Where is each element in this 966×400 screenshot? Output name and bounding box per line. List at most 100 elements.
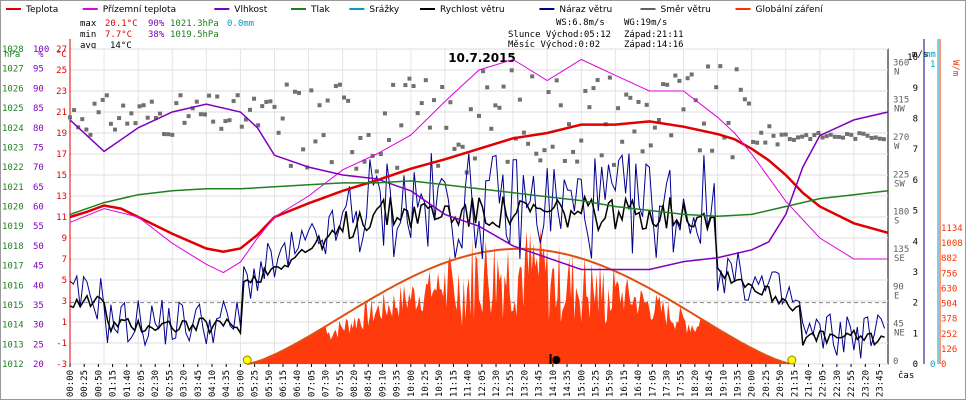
tick-hpa: 1023 [2, 143, 24, 153]
wind-direction-point [403, 83, 408, 88]
wind-direction-point [219, 126, 224, 131]
tick-time: 10:25 [421, 370, 431, 397]
wind-direction-point [460, 144, 465, 149]
wind-direction-point [877, 136, 882, 141]
wind-direction-point [395, 165, 400, 170]
wind-direction-point [399, 123, 404, 128]
wind-direction-point [791, 137, 796, 142]
tick-c: 21 [56, 108, 67, 118]
wind-direction-point [194, 99, 199, 104]
wind-direction-point [366, 132, 371, 137]
wind-direction-point [816, 130, 821, 135]
wind-direction-point [628, 95, 633, 100]
tick-time: 17:55 [677, 370, 687, 397]
tick-time: 07:55 [336, 370, 346, 397]
radiation-clearsky-curve [247, 247, 790, 365]
wind-direction-point [207, 93, 212, 98]
wind-direction-point [215, 94, 220, 99]
wind-direction-point [202, 112, 207, 117]
wind-direction-point [832, 134, 837, 139]
tick-dir-name: NE [894, 329, 905, 339]
tick-c: 23 [56, 87, 67, 97]
tick-pct: 40 [33, 281, 44, 291]
wind-direction-point [751, 139, 756, 144]
tick-wm: 504 [941, 300, 957, 310]
wind-direction-point [84, 127, 89, 132]
wind-direction-point [820, 135, 825, 140]
wind-direction-point [808, 137, 813, 142]
series-line [69, 120, 889, 253]
tick-c: 7 [62, 255, 67, 265]
wind-direction-point [456, 142, 461, 147]
wind-direction-point [501, 84, 506, 89]
wind-direction-point [276, 130, 281, 135]
wind-direction-point [301, 147, 306, 152]
wind-direction-point [211, 119, 216, 124]
tick-time: 08:20 [350, 370, 360, 397]
wind-direction-point [190, 106, 195, 111]
wind-direction-point [145, 115, 150, 120]
wind-direction-point [853, 136, 858, 141]
wind-direction-point [873, 135, 878, 140]
wind-direction-point [68, 115, 72, 120]
info-sunrise: Slunce Východ:05:12 [508, 30, 611, 40]
wind-direction-point [362, 159, 367, 164]
wind-direction-point [477, 113, 481, 118]
tick-dir: 90 [893, 282, 904, 292]
tick-time: 09:10 [378, 370, 388, 397]
axis-title-c: °C [56, 50, 67, 60]
tick-time: 15:50 [606, 370, 616, 397]
tick-c: -1 [56, 339, 67, 349]
wind-direction-point [595, 78, 600, 83]
wind-direction-point [235, 93, 240, 98]
wind-direction-point [170, 132, 175, 137]
tick-time: 16:15 [620, 370, 630, 397]
wind-direction-point [841, 135, 846, 140]
tick-wm: 1008 [941, 239, 963, 249]
wind-direction-point [497, 105, 502, 110]
info-wg: WG:19m/s [624, 18, 667, 28]
wind-direction-point [742, 97, 747, 102]
wind-direction-point [648, 143, 653, 148]
tick-dir: 180 [893, 208, 909, 218]
wind-direction-point [481, 69, 486, 74]
wind-direction-point [616, 106, 621, 111]
wind-direction-point [284, 82, 289, 87]
tick-dir-name: S [894, 217, 899, 227]
tick-c: 17 [56, 150, 67, 160]
wind-direction-point [149, 99, 154, 104]
legend-label: Rychlost větru [440, 5, 505, 15]
tick-time: 18:20 [691, 370, 701, 397]
tick-time: 15:00 [577, 370, 587, 397]
wind-direction-point [763, 140, 768, 145]
tick-dir-name: SW [894, 179, 905, 189]
wind-direction-point [186, 114, 191, 119]
wind-direction-point [521, 130, 526, 135]
tick-time: 00:50 [94, 370, 104, 397]
wind-direction-point [268, 99, 273, 104]
wind-direction-point [297, 90, 302, 95]
wind-direction-point [80, 117, 85, 122]
wind-direction-point [644, 102, 649, 107]
wind-direction-point [697, 148, 702, 153]
wind-direction-point [505, 159, 510, 164]
tick-pct: 35 [33, 301, 44, 311]
tick-time: 12:05 [478, 370, 488, 397]
tick-time: 22:55 [847, 370, 857, 397]
wind-direction-point [656, 117, 661, 122]
tick-dir: 0 [893, 357, 898, 367]
tick-dir: 135 [893, 245, 909, 255]
tick-hpa: 1018 [2, 242, 24, 252]
wind-direction-point [836, 134, 841, 139]
wind-direction-point [137, 104, 142, 109]
tick-time: 00:00 [66, 370, 76, 397]
info-moonset: Západ:14:16 [624, 40, 684, 50]
series-line [69, 180, 889, 218]
axis-title-mm: mm [925, 50, 936, 60]
tick-c: 13 [56, 192, 67, 202]
wind-direction-point [804, 133, 809, 138]
tick-hpa: 1019 [2, 222, 24, 232]
wind-direction-point [411, 84, 416, 89]
wind-direction-point [546, 90, 551, 95]
radiation-area [247, 227, 792, 364]
